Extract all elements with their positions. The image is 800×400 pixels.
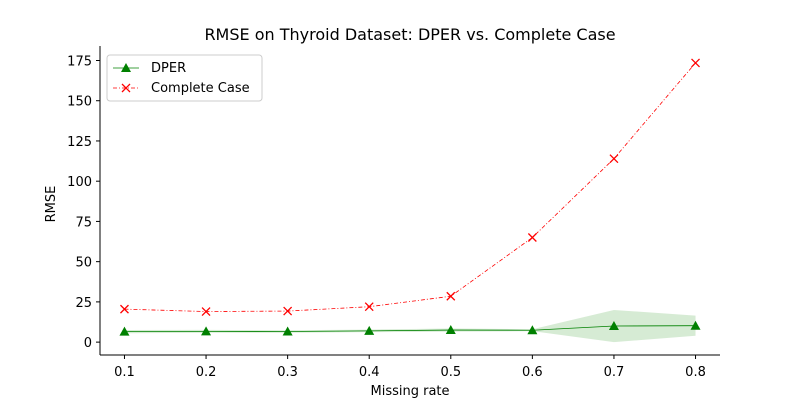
legend-label-dper: DPER	[151, 61, 186, 76]
data-point-dper	[608, 321, 619, 331]
x-tick-label: 0.1	[114, 365, 135, 380]
x-tick-label: 0.2	[196, 365, 217, 380]
x-tick-label: 0.6	[522, 365, 543, 380]
plot-area	[119, 58, 701, 343]
data-point-complete-case	[446, 291, 456, 301]
legend-marker-complete-case	[121, 83, 131, 93]
legend-box	[106, 54, 263, 102]
data-point-complete-case	[283, 306, 293, 316]
data-point-complete-case	[201, 307, 211, 317]
data-point-complete-case	[691, 58, 700, 68]
data-point-dper	[527, 325, 538, 335]
series-line-complete-case	[124, 62, 696, 312]
data-point-complete-case	[364, 302, 374, 312]
x-tick-label: 0.7	[604, 365, 625, 380]
y-tick-label: 150	[67, 95, 92, 110]
y-tick-label: 175	[67, 54, 92, 69]
data-point-dper	[690, 320, 701, 330]
x-tick-label: 0.3	[277, 365, 298, 380]
data-point-complete-case	[527, 233, 537, 242]
y-tick-label: 0	[84, 336, 92, 351]
series-band-dper	[124, 309, 696, 343]
y-tick-label: 125	[67, 135, 92, 150]
y-tick-label: 25	[75, 296, 92, 311]
data-point-dper	[282, 326, 293, 336]
legend-label-complete-case: Complete Case	[151, 81, 250, 96]
data-point-dper	[364, 325, 375, 335]
legend-marker-dper	[121, 63, 131, 72]
x-tick-label: 0.8	[685, 365, 706, 380]
x-tick-label: 0.5	[440, 365, 461, 380]
x-tick-label: 0.4	[359, 365, 380, 380]
data-point-dper	[445, 325, 456, 335]
y-tick-label: 75	[75, 215, 92, 230]
ticks: 0.1 0.2 0.3 0.4 0.5 0.6 0.7 0.8 0 25 50 75 100 125 150…	[67, 54, 706, 380]
data-point-dper	[119, 326, 130, 336]
data-point-complete-case	[120, 304, 129, 314]
y-tick-label: 50	[75, 256, 92, 271]
y-axis-title: RMSE	[44, 186, 59, 223]
x-axis-title: Missing rate	[370, 384, 449, 399]
chart-title: RMSE on Thyroid Dataset: DPER vs. Comple…	[204, 25, 615, 44]
data-point-dper	[201, 326, 212, 336]
data-point-complete-case	[609, 154, 619, 164]
series-line-dper	[124, 325, 696, 333]
y-tick-label: 100	[67, 175, 92, 190]
legend: DPER Complete Case	[106, 54, 263, 102]
